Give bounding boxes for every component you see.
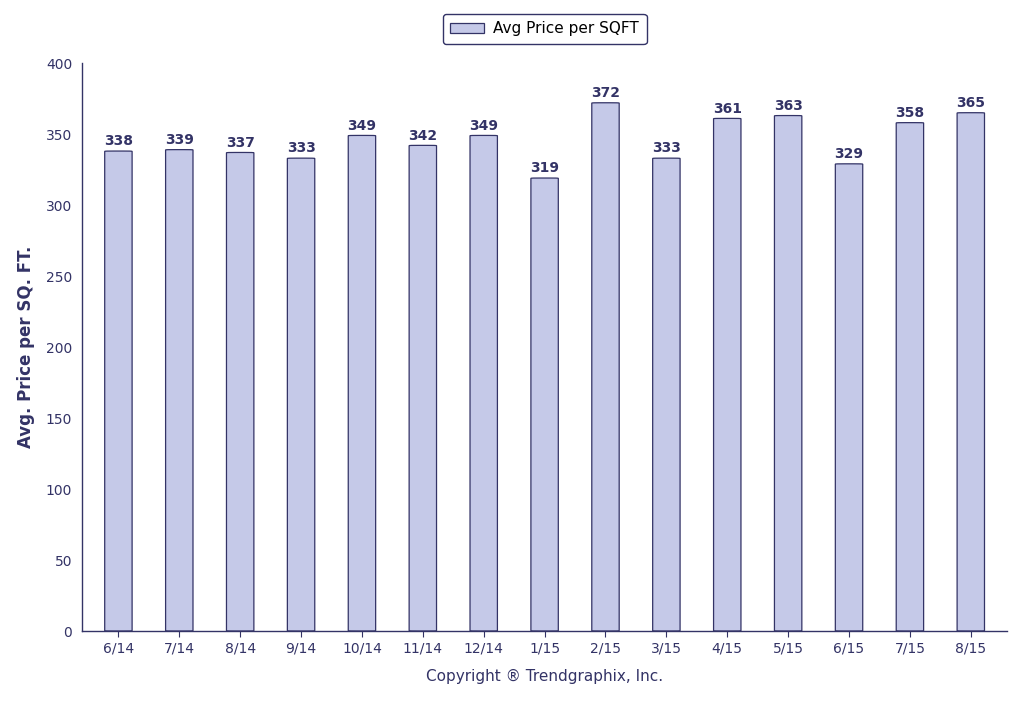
FancyBboxPatch shape: [166, 149, 193, 631]
Text: 358: 358: [895, 106, 925, 120]
FancyBboxPatch shape: [836, 164, 863, 631]
Text: 361: 361: [713, 102, 741, 116]
Text: 319: 319: [530, 161, 559, 175]
Text: 365: 365: [956, 96, 985, 110]
FancyBboxPatch shape: [714, 118, 741, 631]
Text: 372: 372: [591, 86, 620, 100]
Text: 333: 333: [287, 142, 315, 156]
Text: 349: 349: [469, 118, 499, 132]
Text: 338: 338: [103, 134, 133, 148]
FancyBboxPatch shape: [530, 178, 558, 631]
FancyBboxPatch shape: [288, 158, 314, 631]
Text: 333: 333: [652, 142, 681, 156]
FancyBboxPatch shape: [410, 145, 436, 631]
FancyBboxPatch shape: [348, 135, 376, 631]
Y-axis label: Avg. Price per SQ. FT.: Avg. Price per SQ. FT.: [16, 246, 35, 448]
Text: 337: 337: [225, 135, 255, 149]
X-axis label: Copyright ® Trendgraphix, Inc.: Copyright ® Trendgraphix, Inc.: [426, 669, 664, 684]
FancyBboxPatch shape: [652, 158, 680, 631]
FancyBboxPatch shape: [226, 152, 254, 631]
FancyBboxPatch shape: [896, 123, 924, 631]
Text: 329: 329: [835, 147, 863, 161]
Legend: Avg Price per SQFT: Avg Price per SQFT: [442, 14, 646, 44]
Text: 339: 339: [165, 132, 194, 147]
Text: 342: 342: [409, 128, 437, 142]
FancyBboxPatch shape: [957, 113, 984, 631]
FancyBboxPatch shape: [774, 116, 802, 631]
Text: 349: 349: [347, 118, 377, 132]
FancyBboxPatch shape: [592, 103, 620, 631]
Text: 363: 363: [774, 99, 803, 113]
FancyBboxPatch shape: [470, 135, 498, 631]
FancyBboxPatch shape: [104, 151, 132, 631]
